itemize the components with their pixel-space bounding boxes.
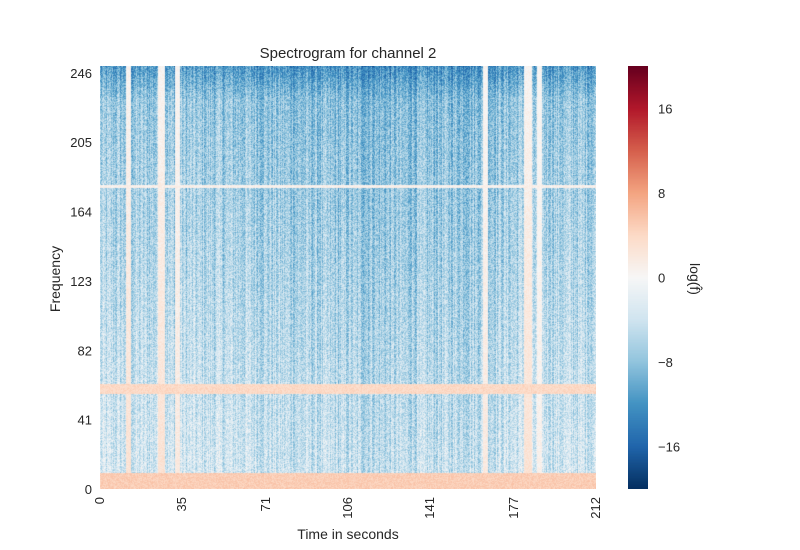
x-tick-label: 106 [340,497,355,519]
y-tick-label: 246 [70,66,92,81]
heatmap-canvas [100,66,596,489]
y-tick-label: 0 [85,482,92,497]
colorbar-tick-label: −16 [658,440,680,455]
x-tick-label: 212 [588,497,603,519]
x-axis-label: Time in seconds [297,526,398,542]
y-tick-label: 82 [78,343,92,358]
colorbar-tick-label: −8 [658,355,673,370]
y-tick-label: 41 [78,413,92,428]
colorbar-tick-label: 0 [658,271,665,286]
x-tick-label: 0 [92,497,107,504]
x-tick-label: 35 [174,497,189,511]
colorbar-tick-label: 8 [658,186,665,201]
x-tick-label: 141 [422,497,437,519]
x-axis: 0 35 71 106 141 177 212 [92,497,603,519]
colorbar-ticks: −16 −8 0 8 16 [658,101,680,454]
y-tick-label: 123 [70,274,92,289]
x-tick-label: 177 [506,497,521,519]
chart-title: Spectrogram for channel 2 [260,45,437,62]
y-tick-label: 205 [70,135,92,150]
x-tick-label: 71 [258,497,273,511]
y-axis-label: Frequency [47,246,63,312]
y-axis: 0 41 82 123 164 205 246 [70,66,92,497]
colorbar-gradient [628,66,648,489]
y-tick-label: 164 [70,205,92,220]
colorbar-tick-label: 16 [658,101,672,116]
heatmap-plot-area [100,66,596,489]
colorbar-label: log(f̂) [687,263,703,295]
colorbar: −16 −8 0 8 16 log(f̂) [628,66,703,489]
